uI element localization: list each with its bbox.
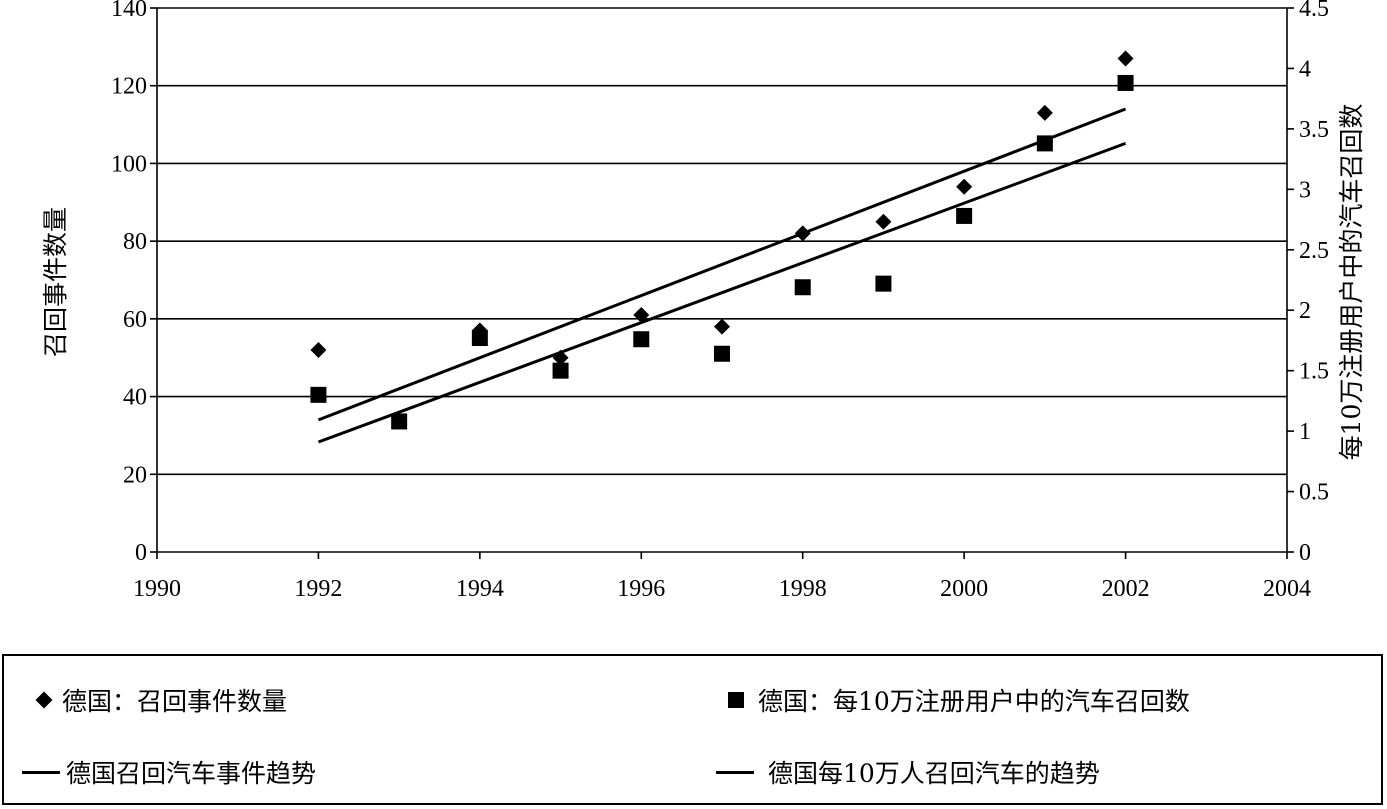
diamond-point bbox=[794, 225, 811, 242]
left-axis-ticks: 0 20 40 60 80 100 120 140 bbox=[111, 0, 157, 566]
left-tick-label: 0 bbox=[135, 540, 147, 566]
right-tick-label: 4.5 bbox=[1299, 0, 1329, 22]
right-tick-label: 4 bbox=[1299, 56, 1311, 82]
diamond-point bbox=[552, 349, 569, 366]
diamond-point bbox=[875, 213, 892, 230]
square-point bbox=[391, 413, 408, 430]
x-axis-ticks: 1990 1992 1994 1996 1998 2000 2002 2004 bbox=[133, 552, 1311, 602]
legend-item-recall-rate: 德国：每10万注册用户中的汽车召回数 bbox=[722, 682, 1190, 718]
square-point bbox=[875, 275, 892, 292]
right-tick-label: 2.5 bbox=[1299, 238, 1329, 264]
legend-item-recall-count: 德国：召回事件数量 bbox=[30, 682, 287, 718]
diamond-point bbox=[310, 341, 327, 358]
diamond-point bbox=[1117, 50, 1134, 67]
gridlines bbox=[157, 7, 1287, 476]
left-tick-label: 40 bbox=[123, 385, 147, 411]
legend: 德国：召回事件数量 德国：每10万注册用户中的汽车召回数 德国召回汽车事件趋势 … bbox=[2, 654, 1383, 805]
right-tick-label: 0.5 bbox=[1299, 480, 1329, 506]
left-tick-label: 20 bbox=[123, 462, 147, 488]
x-tick-label: 1994 bbox=[456, 576, 504, 602]
right-axis-ticks: 0 0.5 1 1.5 2 2.5 3 3.5 4 4.5 bbox=[1287, 0, 1329, 566]
diamond-point bbox=[1036, 104, 1053, 121]
left-tick-label: 140 bbox=[111, 0, 147, 22]
trend-lines bbox=[317, 107, 1127, 444]
right-tick-label: 3.5 bbox=[1299, 117, 1329, 143]
square-point bbox=[794, 279, 811, 296]
trend-line-icon bbox=[22, 770, 60, 774]
left-tick-label: 80 bbox=[123, 229, 147, 255]
square-point bbox=[310, 386, 327, 403]
trend-line-icon bbox=[716, 770, 754, 774]
square-point bbox=[1117, 74, 1134, 91]
right-tick-label: 1 bbox=[1299, 419, 1311, 445]
square-point bbox=[956, 207, 973, 224]
right-tick-label: 2 bbox=[1299, 298, 1311, 324]
legend-item-rate-trend: 德国每10万人召回汽车的趋势 bbox=[716, 754, 1100, 790]
left-tick-label: 60 bbox=[123, 307, 147, 333]
x-tick-label: 2002 bbox=[1102, 576, 1150, 602]
x-tick-label: 1992 bbox=[294, 576, 342, 602]
left-tick-label: 120 bbox=[111, 74, 147, 100]
x-tick-label: 1996 bbox=[617, 576, 665, 602]
axes bbox=[156, 8, 1288, 553]
square-point bbox=[471, 330, 488, 347]
diamond-point bbox=[633, 306, 650, 323]
right-tick-label: 3 bbox=[1299, 177, 1311, 203]
diamond-point bbox=[956, 178, 973, 195]
square-point bbox=[633, 331, 650, 348]
square-point bbox=[714, 345, 730, 362]
x-tick-label: 1990 bbox=[133, 576, 181, 602]
right-tick-label: 0 bbox=[1299, 540, 1311, 566]
diamond-marker-icon bbox=[35, 691, 53, 709]
x-tick-label: 2004 bbox=[1263, 576, 1311, 602]
legend-label: 德国每10万人召回汽车的趋势 bbox=[768, 759, 1100, 788]
x-tick-label: 1998 bbox=[779, 576, 827, 602]
trend-line-3 bbox=[317, 141, 1127, 444]
x-tick-label: 2000 bbox=[940, 576, 988, 602]
y-axis-title: 召回事件数量 bbox=[41, 207, 70, 357]
legend-item-count-trend: 德国召回汽车事件趋势 bbox=[22, 754, 316, 790]
square-point bbox=[1036, 135, 1053, 152]
legend-label: 德国召回汽车事件趋势 bbox=[66, 759, 317, 788]
legend-label: 德国：召回事件数量 bbox=[62, 687, 288, 716]
y2-axis-title: 每10万注册用户中的汽车召回数 bbox=[1337, 104, 1366, 461]
left-tick-label: 100 bbox=[111, 151, 147, 177]
legend-label: 德国：每10万注册用户中的汽车召回数 bbox=[758, 687, 1190, 716]
square-point bbox=[552, 362, 569, 379]
diamond-point bbox=[714, 318, 730, 335]
right-tick-label: 1.5 bbox=[1299, 359, 1329, 385]
data-points bbox=[310, 50, 1134, 430]
trend-line-2 bbox=[317, 107, 1127, 422]
square-marker-icon bbox=[728, 692, 744, 708]
